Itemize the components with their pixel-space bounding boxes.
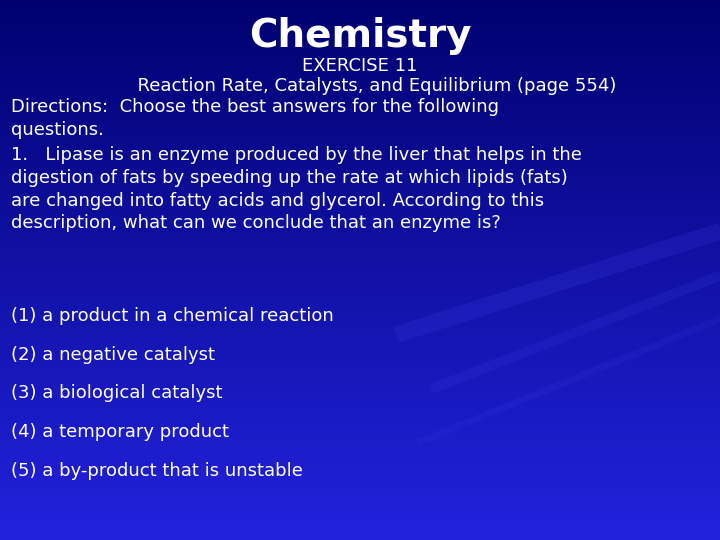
Text: (4) a temporary product: (4) a temporary product <box>11 423 229 441</box>
Text: Chemistry: Chemistry <box>248 17 472 55</box>
Text: (3) a biological catalyst: (3) a biological catalyst <box>11 384 222 402</box>
Text: EXERCISE 11: EXERCISE 11 <box>302 57 418 75</box>
Text: 1.   Lipase is an enzyme produced by the liver that helps in the
digestion of fa: 1. Lipase is an enzyme produced by the l… <box>11 146 582 233</box>
Text: (1) a product in a chemical reaction: (1) a product in a chemical reaction <box>11 307 333 325</box>
Text: (2) a negative catalyst: (2) a negative catalyst <box>11 346 215 363</box>
Text: Reaction Rate, Catalysts, and Equilibrium (page 554): Reaction Rate, Catalysts, and Equilibriu… <box>103 77 617 94</box>
Text: (5) a by-product that is unstable: (5) a by-product that is unstable <box>11 462 302 480</box>
Text: Directions:  Choose the best answers for the following
questions.: Directions: Choose the best answers for … <box>11 98 499 139</box>
